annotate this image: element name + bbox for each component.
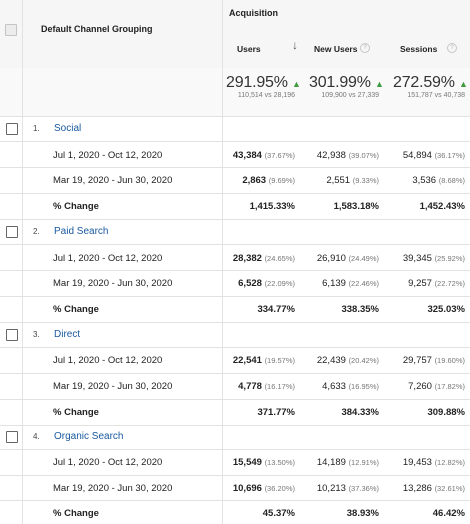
column-divider	[222, 0, 223, 524]
column-header-new-users[interactable]: New Users	[314, 44, 358, 54]
column-divider	[22, 0, 23, 524]
help-icon[interactable]: ?	[447, 43, 457, 53]
row-divider	[0, 167, 470, 168]
new-users-value: 2,551 (9.33%)	[326, 175, 379, 186]
new-users-change: 384.33%	[341, 407, 379, 418]
percent-change-label: % Change	[53, 508, 99, 519]
sessions-total-detail: 151,787 vs 40,738	[407, 92, 465, 99]
row-divider	[0, 219, 470, 220]
row-divider	[0, 116, 470, 117]
column-header-users[interactable]: Users	[237, 44, 261, 54]
trend-up-icon: ▲	[375, 79, 384, 89]
row-checkbox[interactable]	[6, 329, 18, 341]
row-number: 2.	[33, 227, 40, 236]
sessions-value: 3,536 (8.68%)	[412, 175, 465, 186]
table-header	[0, 0, 470, 68]
sessions-value: 9,257 (22.72%)	[408, 278, 465, 289]
row-divider	[0, 347, 470, 348]
date-range-label: Mar 19, 2020 - Jun 30, 2020	[53, 483, 173, 494]
percent-change-label: % Change	[53, 304, 99, 315]
users-value: 10,696 (36.20%)	[232, 483, 295, 494]
sessions-change: 1,452.43%	[419, 201, 465, 212]
row-divider	[0, 141, 470, 142]
users-total-detail: 110,514 vs 28,196	[237, 92, 295, 99]
arrow-down-icon[interactable]: ↓	[292, 38, 298, 52]
users-total-change: 291.95% ▲	[226, 74, 301, 91]
sessions-change: 325.03%	[427, 304, 465, 315]
sessions-value: 13,286 (32.61%)	[402, 483, 465, 494]
date-range-label: Jul 1, 2020 - Oct 12, 2020	[53, 253, 163, 264]
users-value: 6,528 (22.09%)	[238, 278, 295, 289]
row-divider	[0, 193, 470, 194]
row-checkbox[interactable]	[6, 226, 18, 238]
new-users-value: 4,633 (16.95%)	[322, 381, 379, 392]
row-divider	[0, 449, 470, 450]
select-all-checkbox[interactable]	[5, 24, 17, 36]
users-change: 371.77%	[257, 407, 295, 418]
channel-link-direct[interactable]: Direct	[54, 329, 81, 340]
users-value: 2,863 (9.69%)	[242, 175, 295, 186]
date-range-label: Mar 19, 2020 - Jun 30, 2020	[53, 381, 173, 392]
column-header-sessions[interactable]: Sessions	[400, 44, 438, 54]
row-number: 3.	[33, 330, 40, 339]
new-users-value: 6,139 (22.46%)	[322, 278, 379, 289]
sessions-value: 7,260 (17.82%)	[408, 381, 465, 392]
percent-change-label: % Change	[53, 407, 99, 418]
new-users-total-change: 301.99% ▲	[309, 74, 384, 91]
new-users-change: 338.35%	[341, 304, 379, 315]
users-change: 45.37%	[262, 508, 295, 519]
row-divider	[0, 296, 470, 297]
channel-link-social[interactable]: Social	[54, 123, 82, 134]
row-divider	[0, 244, 470, 245]
sessions-value: 54,894 (36.17%)	[402, 150, 465, 161]
percent-change-label: % Change	[53, 201, 99, 212]
row-number: 4.	[33, 432, 40, 441]
row-number: 1.	[33, 124, 40, 133]
trend-up-icon: ▲	[292, 79, 301, 89]
new-users-change: 1,583.18%	[333, 201, 379, 212]
dimension-header[interactable]: Default Channel Grouping	[41, 24, 153, 34]
sessions-value: 29,757 (19.60%)	[402, 355, 465, 366]
trend-up-icon: ▲	[459, 79, 468, 89]
new-users-value: 14,189 (12.91%)	[316, 457, 379, 468]
date-range-label: Jul 1, 2020 - Oct 12, 2020	[53, 457, 163, 468]
new-users-value: 10,213 (37.36%)	[316, 483, 379, 494]
row-divider	[0, 425, 470, 426]
users-value: 43,384 (37.67%)	[232, 150, 295, 161]
date-range-label: Mar 19, 2020 - Jun 30, 2020	[53, 175, 173, 186]
channel-link-organic-search[interactable]: Organic Search	[54, 431, 124, 442]
date-range-label: Mar 19, 2020 - Jun 30, 2020	[53, 278, 173, 289]
new-users-value: 26,910 (24.49%)	[316, 253, 379, 264]
help-icon[interactable]: ?	[360, 43, 370, 53]
new-users-total-detail: 109,900 vs 27,339	[321, 92, 379, 99]
users-value: 15,549 (13.50%)	[232, 457, 295, 468]
new-users-value: 42,938 (39.07%)	[316, 150, 379, 161]
users-change: 334.77%	[257, 304, 295, 315]
row-checkbox[interactable]	[6, 123, 18, 135]
row-divider	[0, 475, 470, 476]
sessions-total-change: 272.59% ▲	[393, 74, 468, 91]
acquisition-group-header: Acquisition	[229, 8, 278, 18]
date-range-label: Jul 1, 2020 - Oct 12, 2020	[53, 355, 163, 366]
users-value: 22,541 (19.57%)	[232, 355, 295, 366]
channel-link-paid-search[interactable]: Paid Search	[54, 226, 109, 237]
row-divider	[0, 399, 470, 400]
row-divider	[0, 270, 470, 271]
new-users-change: 38.93%	[346, 508, 379, 519]
users-value: 28,382 (24.65%)	[232, 253, 295, 264]
date-range-label: Jul 1, 2020 - Oct 12, 2020	[53, 150, 163, 161]
sessions-change: 309.88%	[427, 407, 465, 418]
row-checkbox[interactable]	[6, 431, 18, 443]
row-divider	[0, 322, 470, 323]
row-divider	[0, 500, 470, 501]
totals-row	[0, 68, 470, 116]
sessions-value: 39,345 (25.92%)	[402, 253, 465, 264]
users-value: 4,778 (16.17%)	[238, 381, 295, 392]
sessions-value: 19,453 (12.82%)	[402, 457, 465, 468]
users-change: 1,415.33%	[249, 201, 295, 212]
sessions-change: 46.42%	[432, 508, 465, 519]
new-users-value: 22,439 (20.42%)	[316, 355, 379, 366]
row-divider	[0, 373, 470, 374]
